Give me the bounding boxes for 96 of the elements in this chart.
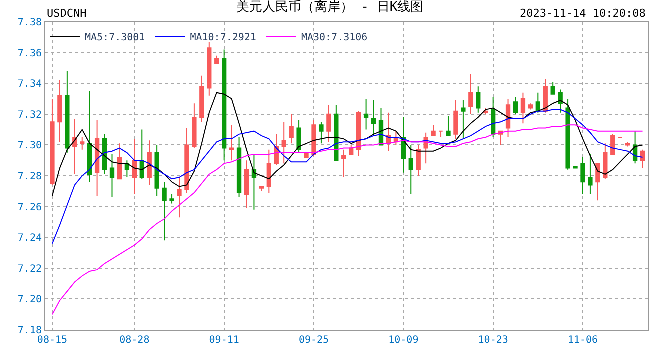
candlestick [543, 78, 548, 114]
candlestick [356, 110, 362, 156]
candlestick [446, 115, 451, 136]
candlestick [476, 86, 481, 114]
candlestick [371, 100, 376, 135]
candlestick [364, 98, 369, 130]
candlestick [72, 118, 78, 175]
x-tick-label: 11-06 [568, 335, 598, 346]
chart-title: 美元人民币（离岸） - 日K线图 [236, 0, 424, 15]
y-tick-label: 7.32 [18, 110, 42, 121]
candlestick [342, 149, 346, 178]
text: USDCNH [47, 7, 87, 20]
line-series [52, 92, 644, 197]
candlestick [550, 82, 556, 95]
candlestick [416, 144, 421, 176]
candlestick [528, 103, 534, 110]
candlestick [65, 70, 70, 154]
candlestick [184, 128, 190, 194]
candlestick [401, 116, 406, 174]
x-tick-label: 09-25 [298, 335, 330, 346]
candlestick [334, 104, 339, 162]
legend-label: MA30:7.3106 [301, 32, 368, 44]
candlestick [640, 149, 646, 169]
candlestick [438, 130, 444, 138]
x-tick-label: 08-28 [120, 335, 150, 346]
candlestick [236, 137, 242, 198]
candlestick [520, 92, 526, 124]
y-tick-label: 7.28 [18, 172, 42, 182]
candlestick [454, 100, 458, 140]
candlestick [573, 166, 578, 169]
candlestick [596, 163, 600, 202]
y-tick-label: 7.38 [18, 18, 42, 28]
candlestick [170, 194, 174, 204]
candlestick [244, 160, 250, 209]
candlestick [536, 92, 540, 114]
candlestick [386, 112, 392, 152]
y-tick-label: 7.20 [18, 294, 42, 306]
candlestick [140, 129, 144, 180]
y-tick-label: 7.26 [18, 202, 42, 214]
candlestick [326, 104, 332, 143]
candlestick [50, 98, 55, 186]
legend-label: MA5:7.3001 [85, 32, 146, 44]
candlestick [259, 186, 264, 192]
candlestick [312, 120, 316, 156]
candlestick [558, 89, 563, 114]
y-tick-label: 7.24 [18, 233, 42, 244]
y-tick-label: 7.34 [18, 79, 42, 90]
candlestick [289, 114, 294, 144]
candlestick [588, 154, 593, 195]
candlestick [124, 160, 130, 178]
x-tick-label: 08-15 [37, 335, 68, 346]
x-tick-label: 10-09 [388, 335, 419, 346]
candlestick [162, 182, 167, 242]
candlestick [147, 140, 152, 186]
line-series [52, 124, 644, 316]
candlestick [132, 138, 137, 195]
candlestick [491, 96, 496, 138]
candlestick [282, 122, 286, 164]
candlestick [513, 96, 518, 115]
candlestick [319, 122, 324, 144]
y-tick-label: 7.30 [18, 140, 42, 152]
candlestick [154, 144, 160, 197]
candlestick [431, 124, 436, 136]
candlestick [110, 154, 115, 198]
candlestick [408, 144, 414, 195]
candlestick [252, 154, 257, 210]
y-tick-label: 7.22 [18, 264, 42, 275]
candlestick [192, 103, 197, 149]
candlestick [580, 157, 586, 195]
candlestick [117, 143, 122, 180]
line-series [52, 109, 644, 244]
candlestick [88, 90, 92, 183]
candlestick [625, 142, 630, 148]
candlestick [603, 143, 608, 180]
candlestick [566, 98, 570, 170]
x-tick-label: 10-23 [478, 335, 508, 346]
candlestick [94, 120, 100, 197]
candlestick [266, 149, 272, 194]
candlestick [296, 120, 302, 154]
legend-label: MA10:7.2921 [190, 32, 256, 44]
candlestick [102, 134, 108, 175]
candlestick [461, 100, 466, 140]
candlestick [200, 75, 204, 123]
candlestick [229, 124, 234, 162]
candlestick [214, 55, 220, 64]
y-tick-label: 7.36 [18, 48, 42, 60]
text: 2023-11-14 10:20:08 [520, 7, 646, 20]
candlestick [610, 134, 616, 155]
candlestick [80, 137, 85, 150]
candlestick [177, 177, 182, 218]
y-tick-label: 7.18 [18, 326, 42, 336]
candlestick [468, 74, 474, 115]
candlestick [207, 42, 212, 96]
x-tick-label: 09-11 [209, 335, 240, 346]
candlestick [506, 98, 511, 138]
candlestick [58, 80, 62, 143]
